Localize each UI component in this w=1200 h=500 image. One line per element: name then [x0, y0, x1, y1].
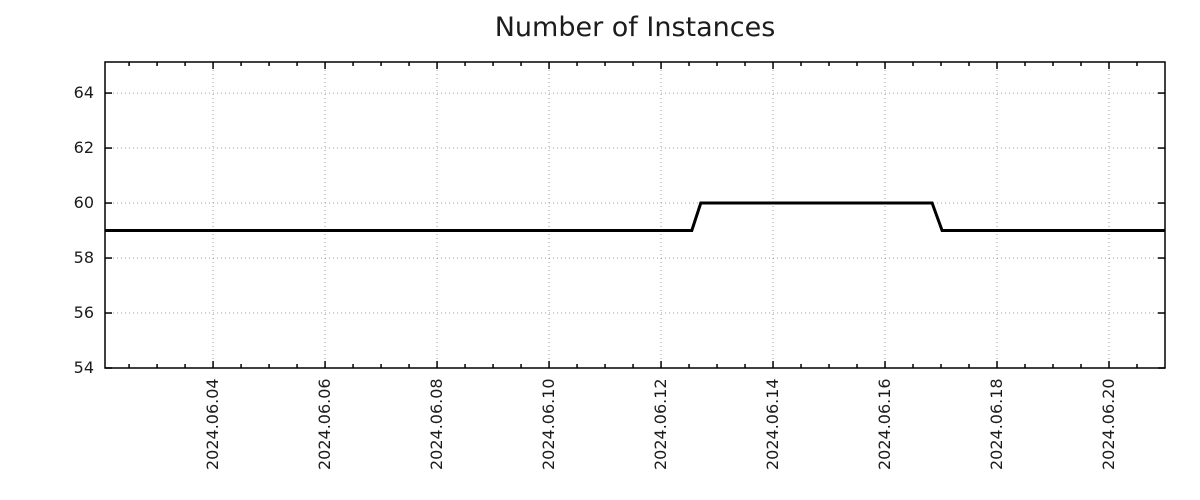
- plot-border: [104, 61, 1166, 369]
- series-line: [105, 201, 1165, 232]
- chart-title: Number of Instances: [494, 12, 776, 43]
